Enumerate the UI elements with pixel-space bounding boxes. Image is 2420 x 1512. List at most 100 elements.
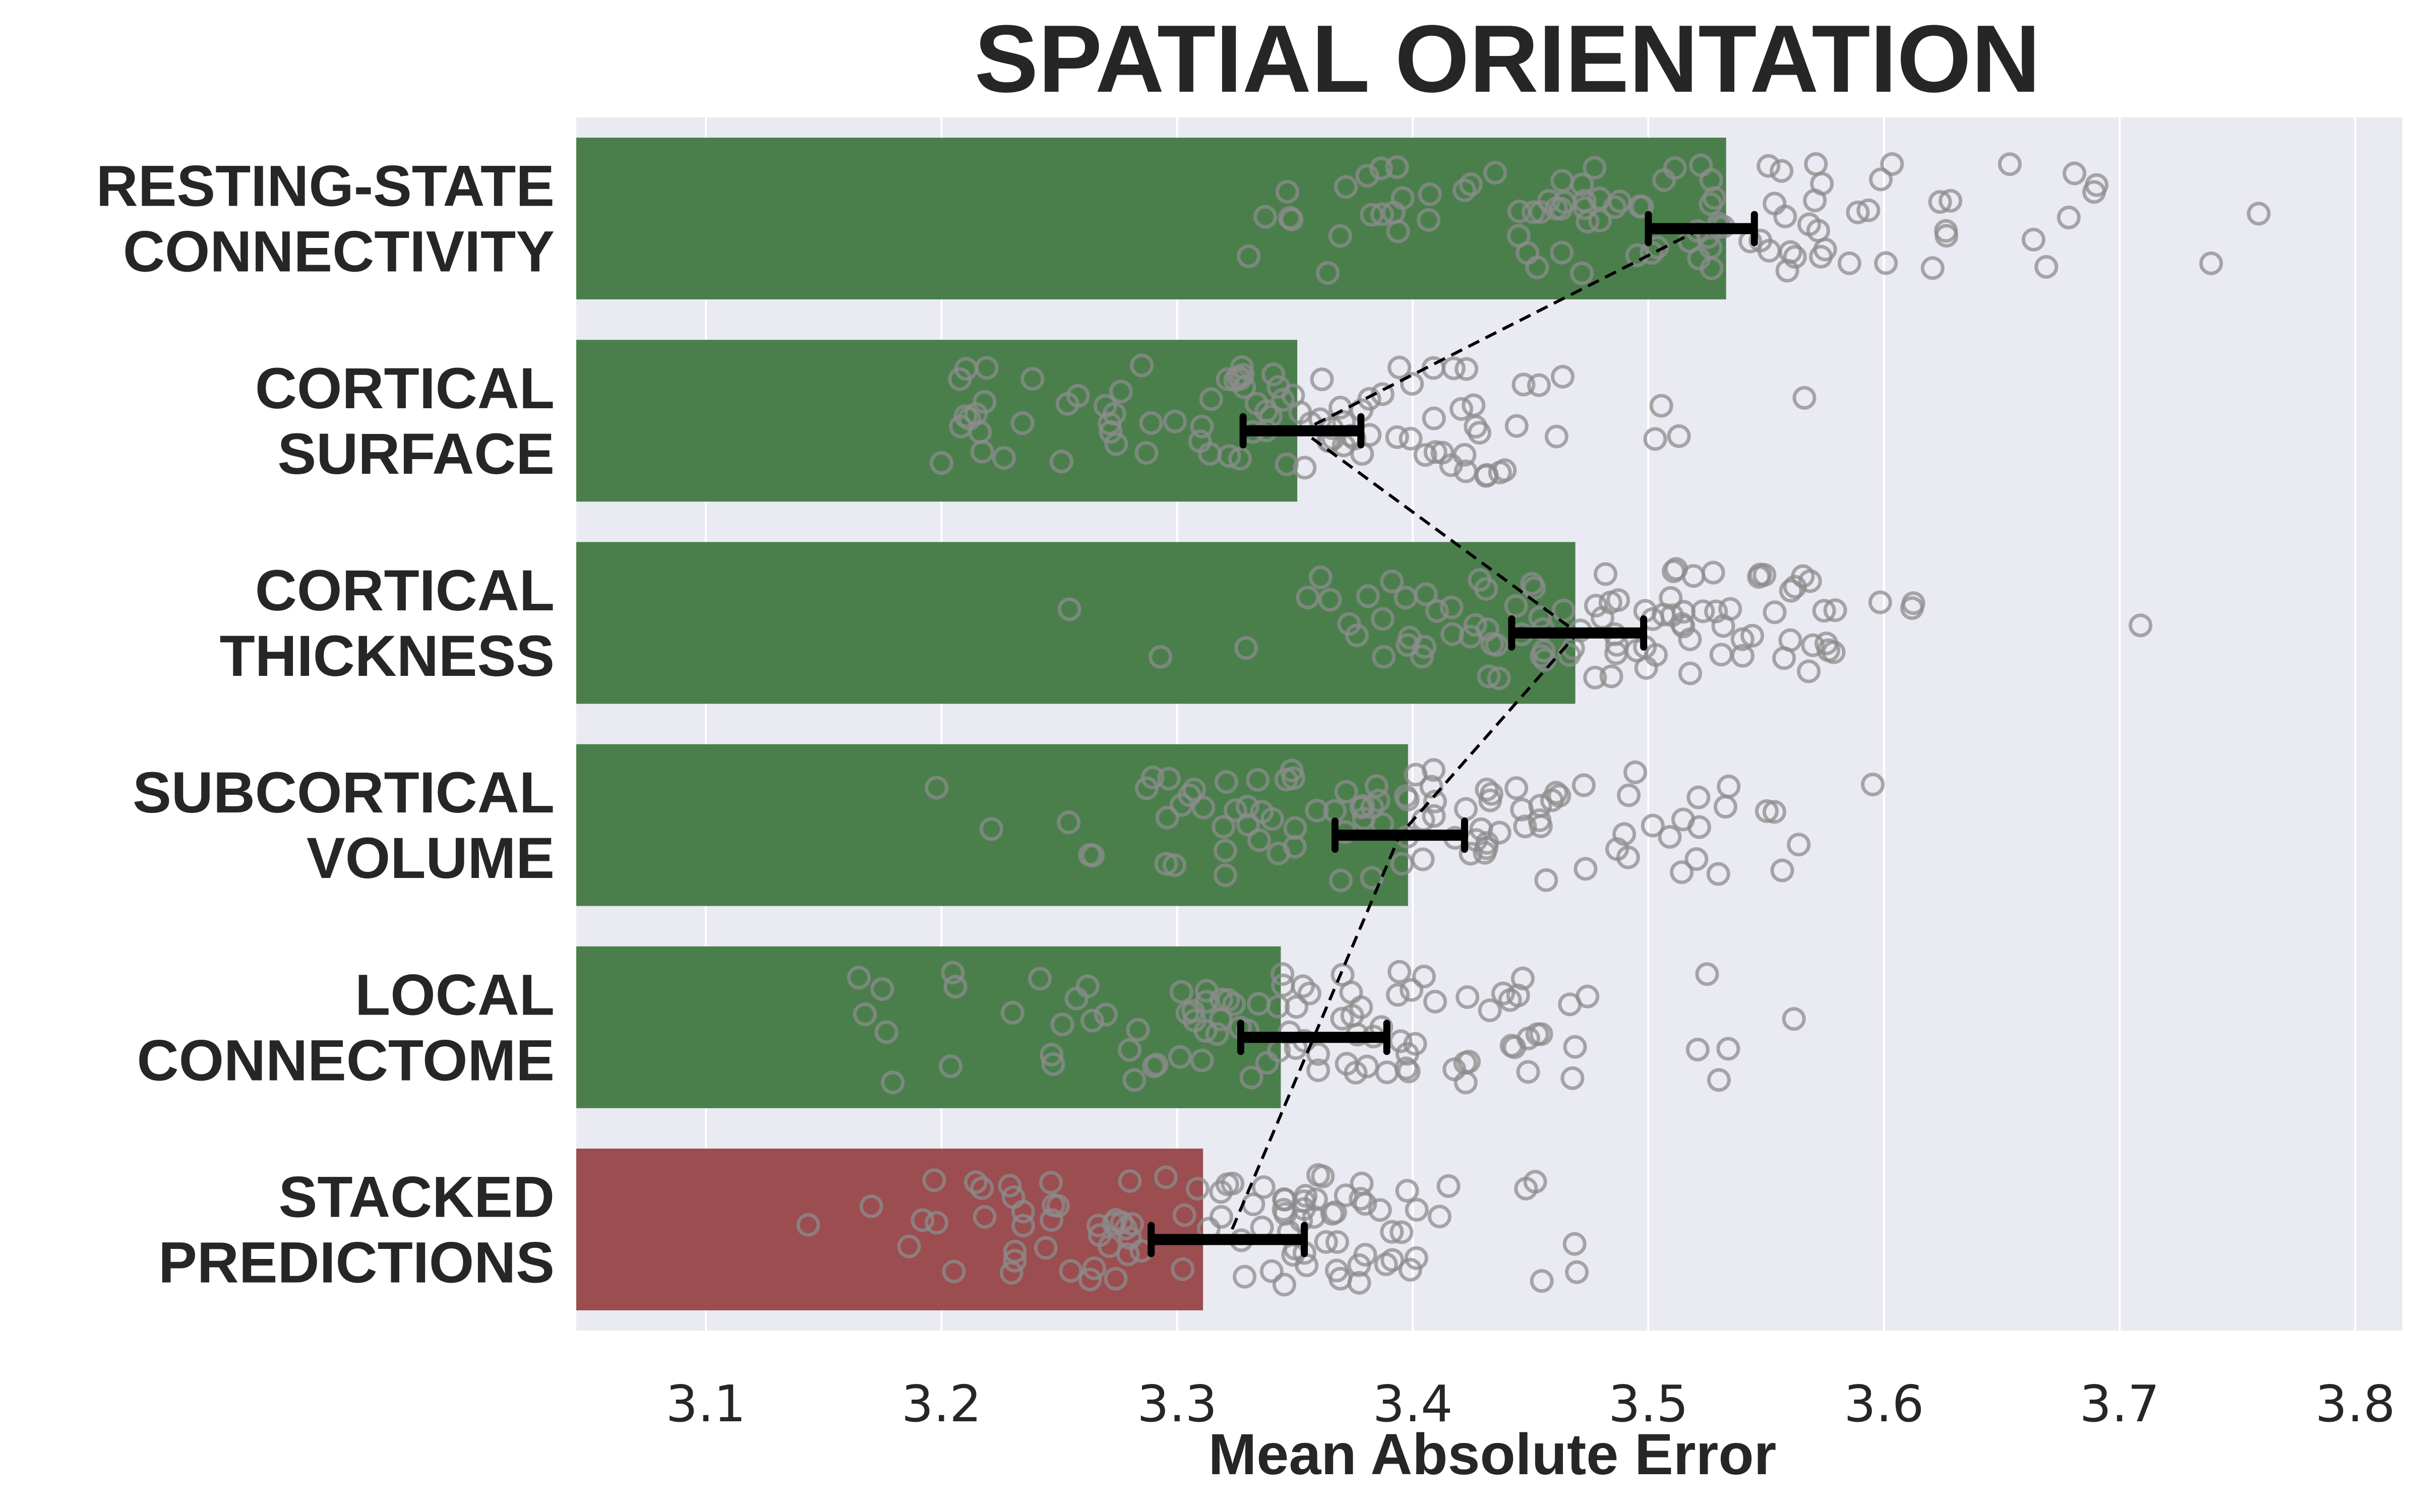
data-point [1020, 367, 1045, 391]
data-point [1787, 833, 1811, 857]
data-point [1247, 992, 1271, 1016]
data-point [1439, 595, 1464, 619]
data-point [970, 1176, 994, 1201]
data-point [2247, 202, 2271, 226]
data-point [1551, 598, 1576, 622]
data-point [1311, 1164, 1335, 1188]
data-point [943, 975, 967, 999]
data-point [1763, 192, 1787, 216]
data-point [1511, 372, 1536, 397]
data-point [1570, 261, 1594, 285]
data-point [1190, 1048, 1214, 1073]
data-point [1266, 841, 1291, 865]
data-point [1499, 1034, 1524, 1058]
data-point [1659, 586, 1683, 610]
data-point [1034, 1236, 1058, 1260]
category-label: CORTICAL [255, 356, 555, 421]
data-point [1583, 156, 1607, 180]
data-point [1398, 1257, 1422, 1282]
data-point [1330, 963, 1355, 987]
data-point [1330, 1006, 1354, 1031]
data-point [1231, 363, 1255, 387]
category-label: THICKNESS [219, 624, 555, 688]
x-tick-label: 3.5 [1608, 1374, 1688, 1433]
data-point [1525, 1022, 1549, 1046]
strip-points [796, 152, 2271, 1297]
data-point [1456, 985, 1480, 1009]
data-point [1171, 1257, 1195, 1281]
data-point [1487, 666, 1511, 690]
data-point [1040, 1042, 1064, 1066]
data-point [1130, 353, 1154, 377]
data-point [1185, 1177, 1209, 1201]
mean-connector-line [1226, 227, 1702, 1240]
data-point [1506, 224, 1531, 248]
data-point [1691, 599, 1715, 623]
data-point [1235, 795, 1259, 819]
data-point [1459, 842, 1483, 866]
data-point [1440, 622, 1465, 646]
data-point [1617, 783, 1641, 807]
data-point [1404, 1246, 1428, 1270]
data-point [1081, 843, 1105, 867]
data-point [1291, 974, 1315, 998]
data-point [2034, 255, 2059, 279]
data-point [1297, 981, 1321, 1005]
data-point [1412, 964, 1436, 988]
data-point [1272, 1273, 1296, 1297]
data-point [941, 961, 965, 985]
data-point [1236, 812, 1260, 837]
category-label: LOCAL [355, 963, 555, 1027]
data-point [1423, 789, 1447, 813]
x-tick-label: 3.1 [666, 1374, 746, 1433]
data-point [1806, 219, 1830, 243]
data-point [1305, 798, 1329, 823]
data-point [1685, 1038, 1710, 1062]
data-point [1467, 421, 1491, 445]
data-point [1797, 659, 1821, 683]
data-point [1670, 860, 1694, 885]
data-point [1224, 798, 1248, 823]
data-point [1920, 256, 1945, 280]
data-point [1534, 868, 1558, 892]
data-point [1080, 1009, 1104, 1033]
data-point [1381, 201, 1406, 225]
data-point [1423, 440, 1447, 464]
data-point [1394, 586, 1418, 610]
data-point [1222, 992, 1246, 1016]
data-point [1306, 1042, 1330, 1066]
data-point [1364, 774, 1388, 798]
data-point [1703, 186, 1727, 210]
data-point [1716, 1037, 1740, 1061]
data-point [2085, 173, 2109, 197]
data-point [1116, 1242, 1140, 1267]
data-point [1039, 1170, 1063, 1194]
data-point [1422, 406, 1446, 430]
category-label: CONNECTOME [137, 1028, 555, 1093]
data-point [1334, 1183, 1358, 1208]
data-point [1260, 807, 1284, 831]
data-point [1485, 633, 1509, 657]
data-point [1380, 570, 1404, 594]
data-point [1387, 355, 1412, 380]
data-point [1216, 367, 1240, 391]
data-point [1360, 866, 1384, 890]
data-point [1046, 1193, 1070, 1218]
data-point [1792, 386, 1817, 410]
data-point [1410, 645, 1434, 669]
data-point [973, 1205, 997, 1229]
data-point [1770, 858, 1794, 883]
data-point [1314, 1230, 1338, 1254]
data-point [1213, 839, 1237, 863]
data-point [1623, 760, 1648, 784]
data-point [1565, 1260, 1589, 1284]
data-point [1770, 159, 1794, 183]
category-label: PREDICTIONS [158, 1230, 555, 1295]
x-tick-label: 3.2 [901, 1374, 982, 1433]
data-point [925, 1211, 949, 1235]
data-point [1599, 664, 1623, 688]
data-point [1504, 414, 1529, 438]
data-point [1273, 1202, 1297, 1226]
data-point [870, 977, 894, 1001]
data-point [1334, 780, 1358, 804]
